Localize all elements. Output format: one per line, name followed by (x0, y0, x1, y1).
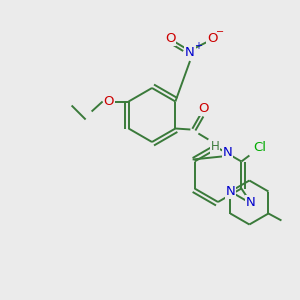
Text: −: − (216, 27, 224, 37)
Text: N: N (223, 146, 232, 159)
Text: O: O (198, 102, 208, 115)
Text: N: N (185, 46, 195, 59)
Text: O: O (207, 32, 217, 46)
Text: O: O (165, 32, 175, 46)
Text: +: + (194, 41, 202, 51)
Text: N: N (245, 196, 255, 209)
Text: N: N (226, 185, 235, 198)
Text: O: O (103, 95, 114, 108)
Text: H: H (211, 140, 220, 153)
Text: Cl: Cl (253, 141, 266, 154)
